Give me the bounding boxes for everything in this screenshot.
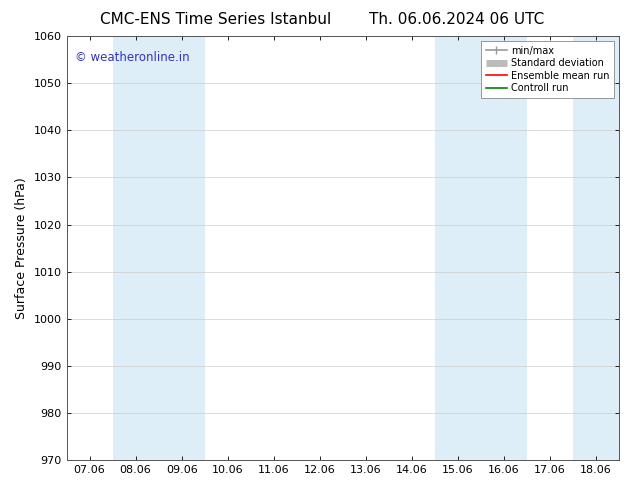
Bar xyxy=(435,36,527,460)
Legend: min/max, Standard deviation, Ensemble mean run, Controll run: min/max, Standard deviation, Ensemble me… xyxy=(481,41,614,98)
Y-axis label: Surface Pressure (hPa): Surface Pressure (hPa) xyxy=(15,177,28,319)
Text: Th. 06.06.2024 06 UTC: Th. 06.06.2024 06 UTC xyxy=(369,12,544,27)
Text: © weatheronline.in: © weatheronline.in xyxy=(75,51,190,64)
Text: CMC-ENS Time Series Istanbul: CMC-ENS Time Series Istanbul xyxy=(100,12,331,27)
Bar xyxy=(113,36,205,460)
Bar xyxy=(573,36,619,460)
